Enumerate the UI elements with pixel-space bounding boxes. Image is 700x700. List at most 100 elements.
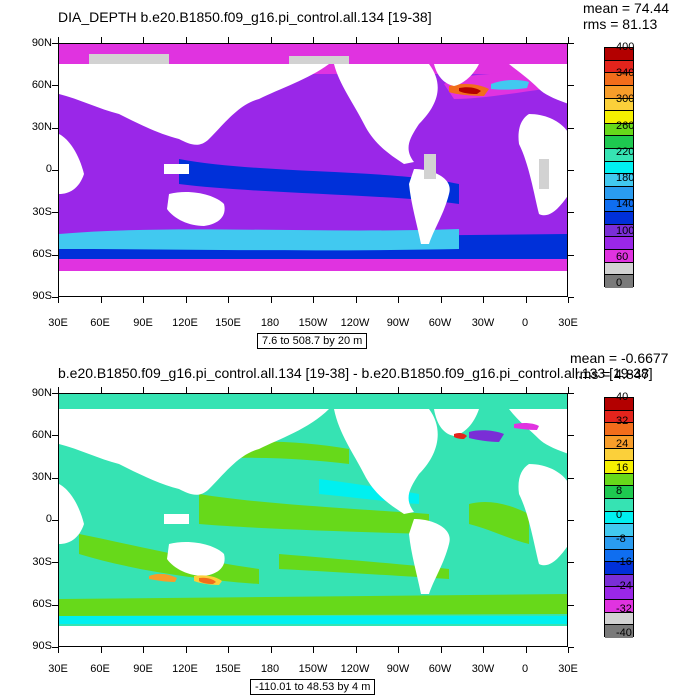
colorbar-swatch bbox=[605, 237, 633, 250]
x-tick bbox=[568, 37, 569, 43]
x-tick bbox=[100, 647, 102, 653]
y-tick bbox=[568, 85, 574, 87]
x-tick bbox=[228, 387, 229, 393]
tropical-band bbox=[179, 159, 459, 204]
x-tick-label: 120E bbox=[172, 663, 198, 675]
x-tick-label: 150E bbox=[215, 317, 241, 329]
africa-east bbox=[59, 134, 84, 194]
x-tick bbox=[185, 37, 187, 43]
x-tick-label: 120W bbox=[340, 317, 370, 329]
y-tick-label: 90S bbox=[32, 640, 52, 652]
sea-ice-patch bbox=[89, 54, 169, 66]
europe bbox=[509, 64, 567, 104]
x-tick bbox=[58, 37, 59, 43]
x-tick-label: 150E bbox=[215, 663, 241, 675]
colorbar-tick-label: 400 bbox=[616, 41, 635, 53]
x-tick bbox=[185, 387, 187, 393]
x-tick bbox=[100, 37, 102, 43]
x-tick-label: 0 bbox=[521, 317, 529, 329]
south-america bbox=[409, 519, 450, 594]
x-tick bbox=[398, 647, 399, 653]
y-tick bbox=[568, 477, 574, 479]
anomaly-negative-hotspot bbox=[514, 422, 539, 430]
colorbar-swatch bbox=[605, 212, 633, 225]
nordic-seas bbox=[491, 79, 529, 90]
x-tick bbox=[525, 37, 527, 43]
colorbar-tick-label: 100 bbox=[616, 224, 635, 237]
x-tick-label: 60E bbox=[90, 317, 110, 329]
x-tick bbox=[313, 647, 314, 653]
y-tick-label: 90N bbox=[31, 37, 52, 49]
colorbar-tick-label: 340 bbox=[616, 67, 635, 80]
x-tick-label: 150W bbox=[298, 317, 328, 329]
antarctica bbox=[59, 271, 567, 296]
colorbar-swatch bbox=[605, 435, 633, 449]
y-tick bbox=[52, 43, 58, 44]
y-tick bbox=[52, 647, 58, 648]
eurasia bbox=[59, 64, 329, 145]
x-tick bbox=[483, 297, 484, 303]
anomaly-hotspot bbox=[149, 573, 177, 582]
colorbar-swatch bbox=[605, 111, 633, 124]
y-tick bbox=[52, 85, 58, 87]
colorbar-swatch bbox=[605, 562, 633, 575]
y-tick bbox=[52, 520, 58, 521]
maritime-continent bbox=[164, 514, 189, 524]
x-tick-label: 30E bbox=[48, 663, 68, 675]
colorbar-swatch bbox=[605, 199, 633, 213]
x-tick bbox=[313, 37, 314, 43]
x-tick bbox=[228, 297, 229, 303]
x-tick-label: 180 bbox=[260, 317, 280, 329]
x-tick-label: 150W bbox=[298, 663, 328, 675]
positive-anomaly bbox=[199, 494, 429, 534]
colorbar-tick-label: 40 bbox=[616, 391, 629, 403]
colorbar-swatch bbox=[605, 587, 633, 600]
x-tick-label: 120W bbox=[340, 663, 370, 675]
y-tick-label: 90N bbox=[31, 387, 52, 399]
australia bbox=[167, 542, 225, 576]
x-tick bbox=[568, 647, 569, 653]
africa-east bbox=[59, 484, 84, 544]
coastal-ice bbox=[539, 159, 549, 189]
y-tick bbox=[568, 254, 574, 256]
colorbar-swatch bbox=[605, 85, 633, 99]
colorbar-tick-label: 300 bbox=[616, 93, 635, 106]
colorbar-swatch bbox=[605, 486, 633, 499]
x-tick bbox=[525, 647, 527, 653]
colorbar-swatch bbox=[605, 136, 633, 149]
y-tick bbox=[52, 170, 58, 171]
x-tick bbox=[525, 387, 527, 393]
y-tick bbox=[52, 477, 58, 479]
x-tick bbox=[398, 37, 399, 43]
north-america bbox=[334, 64, 438, 164]
x-tick-label: 60E bbox=[90, 663, 110, 675]
panel-title: DIA_DEPTH b.e20.B1850.f09_g16.pi_control… bbox=[58, 9, 432, 25]
x-tick-label: 90W bbox=[386, 317, 410, 329]
y-tick bbox=[568, 520, 574, 521]
colorbar-swatch bbox=[605, 224, 633, 238]
sea-ice-patch bbox=[289, 56, 349, 64]
y-tick bbox=[568, 43, 574, 44]
colorbar-tick-label: 24 bbox=[616, 438, 629, 451]
x-tick-label: 30W bbox=[471, 663, 495, 675]
x-tick bbox=[355, 387, 357, 393]
colorbar-swatch bbox=[605, 448, 633, 462]
colorbar-swatch bbox=[605, 262, 633, 276]
colorbar-swatch bbox=[605, 98, 633, 112]
africa bbox=[518, 464, 567, 566]
x-tick bbox=[440, 297, 442, 303]
positive-anomaly bbox=[469, 502, 529, 544]
y-tick-label: 60S bbox=[32, 248, 52, 260]
colorbar-tick-label: 180 bbox=[616, 172, 635, 185]
y-tick bbox=[52, 212, 58, 214]
greenland bbox=[434, 64, 479, 86]
y-tick bbox=[52, 127, 58, 129]
x-tick bbox=[440, 387, 442, 393]
y-tick bbox=[568, 604, 574, 606]
x-tick-label: 60W bbox=[428, 663, 452, 675]
y-tick-label: 30N bbox=[31, 121, 52, 133]
x-tick-label: 90W bbox=[386, 663, 410, 675]
colorbar-swatch bbox=[605, 499, 633, 512]
maritime-continent bbox=[164, 164, 189, 174]
colorbar-swatch bbox=[605, 174, 633, 187]
